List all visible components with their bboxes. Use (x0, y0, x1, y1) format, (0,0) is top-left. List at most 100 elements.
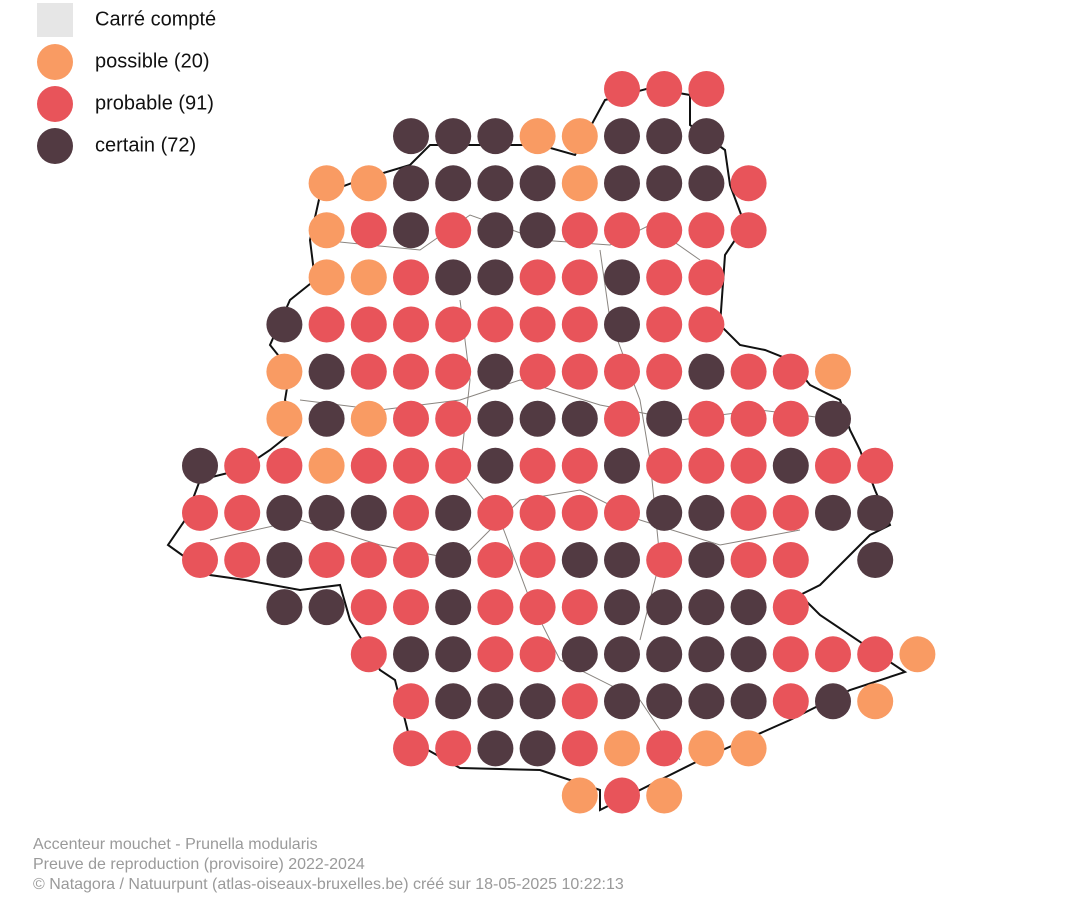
atlas-square (646, 589, 683, 626)
atlas-square (688, 71, 725, 107)
dots (182, 71, 936, 814)
atlas-square (477, 400, 514, 437)
atlas-square (730, 212, 767, 249)
atlas-square (266, 400, 303, 437)
atlas-square (730, 683, 767, 720)
atlas-square (646, 306, 683, 343)
atlas-square (772, 353, 809, 390)
atlas-square (350, 636, 387, 673)
atlas-square (772, 494, 809, 531)
atlas-square (266, 494, 303, 531)
atlas-square (604, 494, 640, 531)
atlas-square (646, 212, 683, 249)
atlas-square (561, 353, 598, 390)
atlas-square (604, 636, 640, 673)
atlas-square (477, 447, 514, 484)
atlas-square (561, 447, 598, 484)
atlas-square (519, 730, 556, 767)
legend-label: certain (72) (95, 134, 196, 156)
atlas-square (477, 589, 514, 626)
atlas-square (350, 259, 387, 296)
atlas-square (477, 542, 514, 578)
atlas-square (815, 400, 851, 437)
atlas-square (604, 777, 640, 814)
atlas-square (646, 165, 683, 202)
atlas-square (393, 400, 429, 437)
atlas-square (815, 494, 851, 531)
atlas-square (266, 542, 303, 578)
atlas-square (646, 447, 683, 484)
caption-line: © Natagora / Natuurpunt (atlas-oiseaux-b… (33, 876, 624, 893)
atlas-square (604, 259, 640, 296)
atlas-square (561, 306, 598, 343)
atlas-square (815, 636, 851, 673)
atlas-square (561, 400, 598, 437)
atlas-square (393, 494, 429, 531)
atlas-square (688, 306, 725, 343)
atlas-square (688, 118, 725, 155)
atlas-square (308, 542, 345, 578)
atlas-square (561, 165, 598, 202)
atlas-square (477, 259, 514, 296)
atlas-square (646, 71, 683, 107)
atlas-square (857, 636, 894, 673)
atlas-square (604, 589, 640, 626)
atlas-square (561, 542, 598, 578)
atlas-square (350, 353, 387, 390)
atlas-square (519, 259, 556, 296)
atlas-square (477, 353, 514, 390)
atlas-square (435, 118, 472, 155)
commune-borders (209, 214, 841, 761)
atlas-square (224, 494, 261, 531)
atlas-square (646, 683, 683, 720)
atlas-square (688, 447, 725, 484)
caption-line: Preuve de reproduction (provisoire) 2022… (33, 856, 365, 873)
atlas-square (646, 494, 683, 531)
atlas-square (730, 165, 767, 202)
atlas-square (688, 542, 725, 578)
atlas-square (688, 400, 725, 437)
atlas-square (435, 212, 472, 249)
atlas-square (519, 400, 556, 437)
atlas-square (772, 542, 809, 578)
atlas-square (477, 730, 514, 767)
atlas-square (519, 118, 556, 155)
atlas-square (435, 400, 472, 437)
atlas-square (519, 589, 556, 626)
legend: Carré compté possible (20) probable (91) ce… (37, 3, 216, 164)
atlas-square (561, 259, 598, 296)
atlas-square (266, 306, 303, 343)
atlas-square (435, 353, 472, 390)
atlas-square (604, 353, 640, 390)
atlas-square (182, 542, 218, 578)
atlas-square (477, 636, 514, 673)
atlas-square (604, 400, 640, 437)
atlas-square (646, 730, 683, 767)
atlas-square (393, 542, 429, 578)
atlas-square (646, 400, 683, 437)
caption: Accenteur mouchet - Prunella modularis Pr… (33, 836, 624, 893)
atlas-square (772, 589, 809, 626)
atlas-square (477, 212, 514, 249)
atlas-square (730, 494, 767, 531)
atlas-square (350, 165, 387, 202)
atlas-square (646, 353, 683, 390)
atlas-square (435, 683, 472, 720)
atlas-square (350, 589, 387, 626)
atlas-square (519, 447, 556, 484)
atlas-square (604, 683, 640, 720)
atlas-square (393, 683, 429, 720)
atlas-square (266, 447, 303, 484)
atlas-square (730, 730, 767, 767)
atlas-square (688, 494, 725, 531)
atlas-square (435, 447, 472, 484)
atlas-square (308, 306, 345, 343)
atlas-square (350, 542, 387, 578)
caption-line: Accenteur mouchet - Prunella modularis (33, 836, 318, 853)
legend-label: probable (91) (95, 92, 214, 114)
atlas-square (393, 165, 429, 202)
atlas-square (393, 589, 429, 626)
atlas-square (688, 589, 725, 626)
atlas-square (561, 730, 598, 767)
atlas-square (477, 165, 514, 202)
